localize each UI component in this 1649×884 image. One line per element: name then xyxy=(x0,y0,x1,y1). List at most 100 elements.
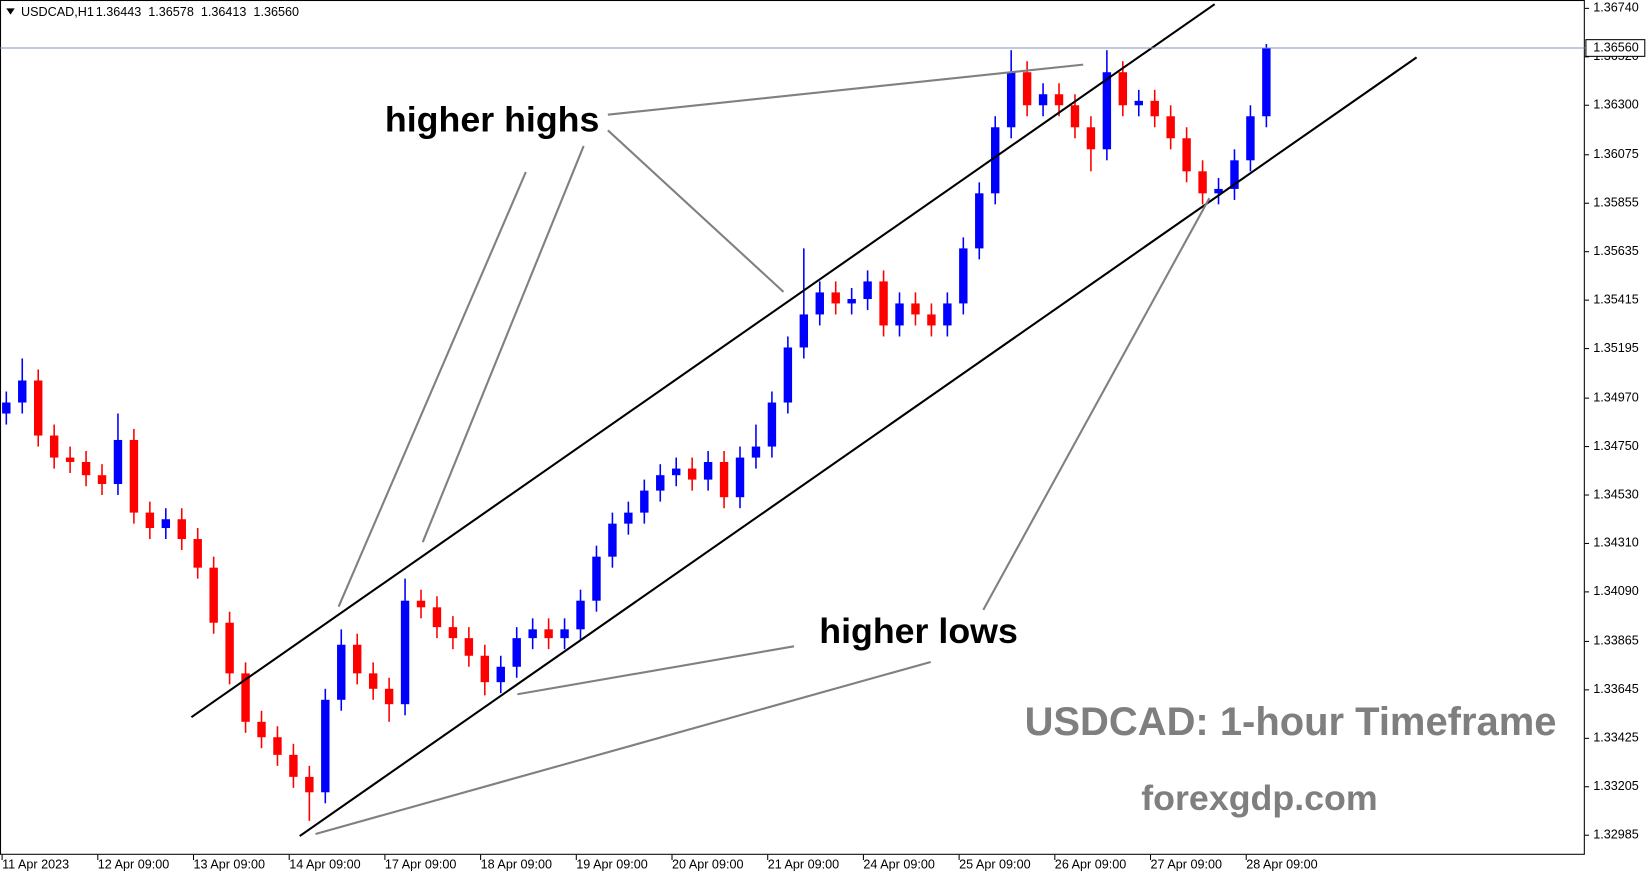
candle-body xyxy=(576,600,585,630)
candle-body xyxy=(1214,188,1223,194)
x-tick-label: 11 Apr 2023 xyxy=(2,858,69,872)
pointer xyxy=(517,645,795,696)
candle-body xyxy=(384,688,394,705)
annotation: higher lows xyxy=(819,611,1018,651)
candle-body xyxy=(1022,72,1032,106)
candle-body xyxy=(640,490,649,513)
candle-body xyxy=(799,314,809,348)
candle-body xyxy=(879,281,888,326)
candle-body xyxy=(1070,105,1080,128)
x-tick-label: 13 Apr 09:00 xyxy=(194,858,265,872)
candle-body xyxy=(592,556,601,601)
pointers xyxy=(315,63,1211,835)
candle-body xyxy=(672,468,681,476)
candle-body xyxy=(735,457,745,498)
x-tick-label: 28 Apr 09:00 xyxy=(1246,858,1317,872)
candle-body xyxy=(512,638,521,667)
channel-upper xyxy=(190,3,1216,719)
candle-body xyxy=(911,303,920,315)
y-tick-label: 1.34090 xyxy=(1593,584,1639,598)
ohlc-open: 1.36443 xyxy=(96,5,142,19)
symbol: USDCAD,H1 xyxy=(21,5,94,19)
pointer xyxy=(982,197,1211,611)
candle-body xyxy=(1134,100,1143,106)
candle-body xyxy=(129,439,139,513)
y-tick-label: 1.36075 xyxy=(1593,147,1639,161)
candle-body xyxy=(560,629,569,639)
pointer xyxy=(607,63,1084,116)
candle-body xyxy=(1246,116,1255,161)
candle-body xyxy=(145,512,155,529)
candle-body xyxy=(1054,94,1064,106)
candle-body xyxy=(1166,116,1175,139)
y-tick-label: 1.36300 xyxy=(1593,98,1639,112)
x-tick-label: 20 Apr 09:00 xyxy=(672,858,743,872)
candle-body xyxy=(719,461,729,498)
candle-body xyxy=(177,519,186,540)
candle-body xyxy=(209,567,218,623)
ohlc-high: 1.36578 xyxy=(148,5,194,19)
x-tick-label: 24 Apr 09:00 xyxy=(863,858,934,872)
candle-body xyxy=(321,699,330,793)
candle-body xyxy=(49,435,59,458)
ohlc-low: 1.36413 xyxy=(201,5,247,19)
pointer xyxy=(421,145,585,543)
candle-body xyxy=(416,600,426,608)
x-tick-label: 26 Apr 09:00 xyxy=(1055,858,1126,872)
y-tick-label: 1.35635 xyxy=(1593,244,1639,258)
candle-body xyxy=(943,303,952,326)
candle-body xyxy=(368,673,378,689)
candle-body xyxy=(767,402,777,447)
candle-body xyxy=(608,523,617,557)
x-tick-label: 18 Apr 09:00 xyxy=(481,858,552,872)
y-tick-label: 1.34530 xyxy=(1593,487,1639,501)
y-tick-label: 1.32985 xyxy=(1593,828,1639,842)
pointer xyxy=(337,171,527,608)
candle-body xyxy=(895,303,904,326)
candle-body xyxy=(81,461,91,476)
candle-body xyxy=(959,248,968,304)
plot-frame xyxy=(0,0,1585,855)
y-tick-label: 1.33865 xyxy=(1593,634,1639,648)
candle-body xyxy=(1262,48,1271,117)
y-tick-label: 1.33645 xyxy=(1593,682,1639,696)
candle-body xyxy=(1118,72,1128,106)
candle-body xyxy=(831,292,840,304)
y-tick-label: 1.35195 xyxy=(1593,341,1639,355)
y-tick-label: 1.33425 xyxy=(1593,731,1639,745)
candle-body xyxy=(480,655,490,683)
x-tick-label: 12 Apr 09:00 xyxy=(98,858,169,872)
annotation: higher highs xyxy=(385,99,599,139)
menu-arrow[interactable] xyxy=(6,8,15,15)
candle-body xyxy=(1182,138,1191,172)
candle-body xyxy=(65,457,75,462)
candle-body xyxy=(241,673,250,722)
candle-body xyxy=(432,607,442,628)
candle-body xyxy=(656,475,665,491)
candle-body xyxy=(1006,72,1016,128)
candle-body xyxy=(257,721,266,738)
y-tick-label: 1.35855 xyxy=(1593,196,1639,210)
candle-body xyxy=(927,314,936,326)
candle-body xyxy=(113,439,123,484)
x-tick-label: 14 Apr 09:00 xyxy=(289,858,360,872)
candle-body xyxy=(337,644,346,700)
candle-body xyxy=(34,380,43,436)
candle-body xyxy=(815,292,824,315)
candle-body xyxy=(305,776,314,793)
candle-body xyxy=(400,600,410,705)
candle-body xyxy=(1102,72,1112,150)
candle-body xyxy=(1150,100,1159,117)
y-tick-label: 1.34970 xyxy=(1593,390,1639,404)
candle-body xyxy=(496,666,505,683)
channel-lower xyxy=(299,56,1418,837)
candle-body xyxy=(225,622,234,674)
candle-body xyxy=(624,512,633,524)
candle-body xyxy=(353,644,362,674)
candle-body xyxy=(1230,160,1239,189)
candle-body xyxy=(783,347,793,403)
y-tick-label: 1.34750 xyxy=(1593,439,1639,453)
y-tick-label: 1.34310 xyxy=(1593,536,1639,550)
candles xyxy=(2,44,1271,821)
